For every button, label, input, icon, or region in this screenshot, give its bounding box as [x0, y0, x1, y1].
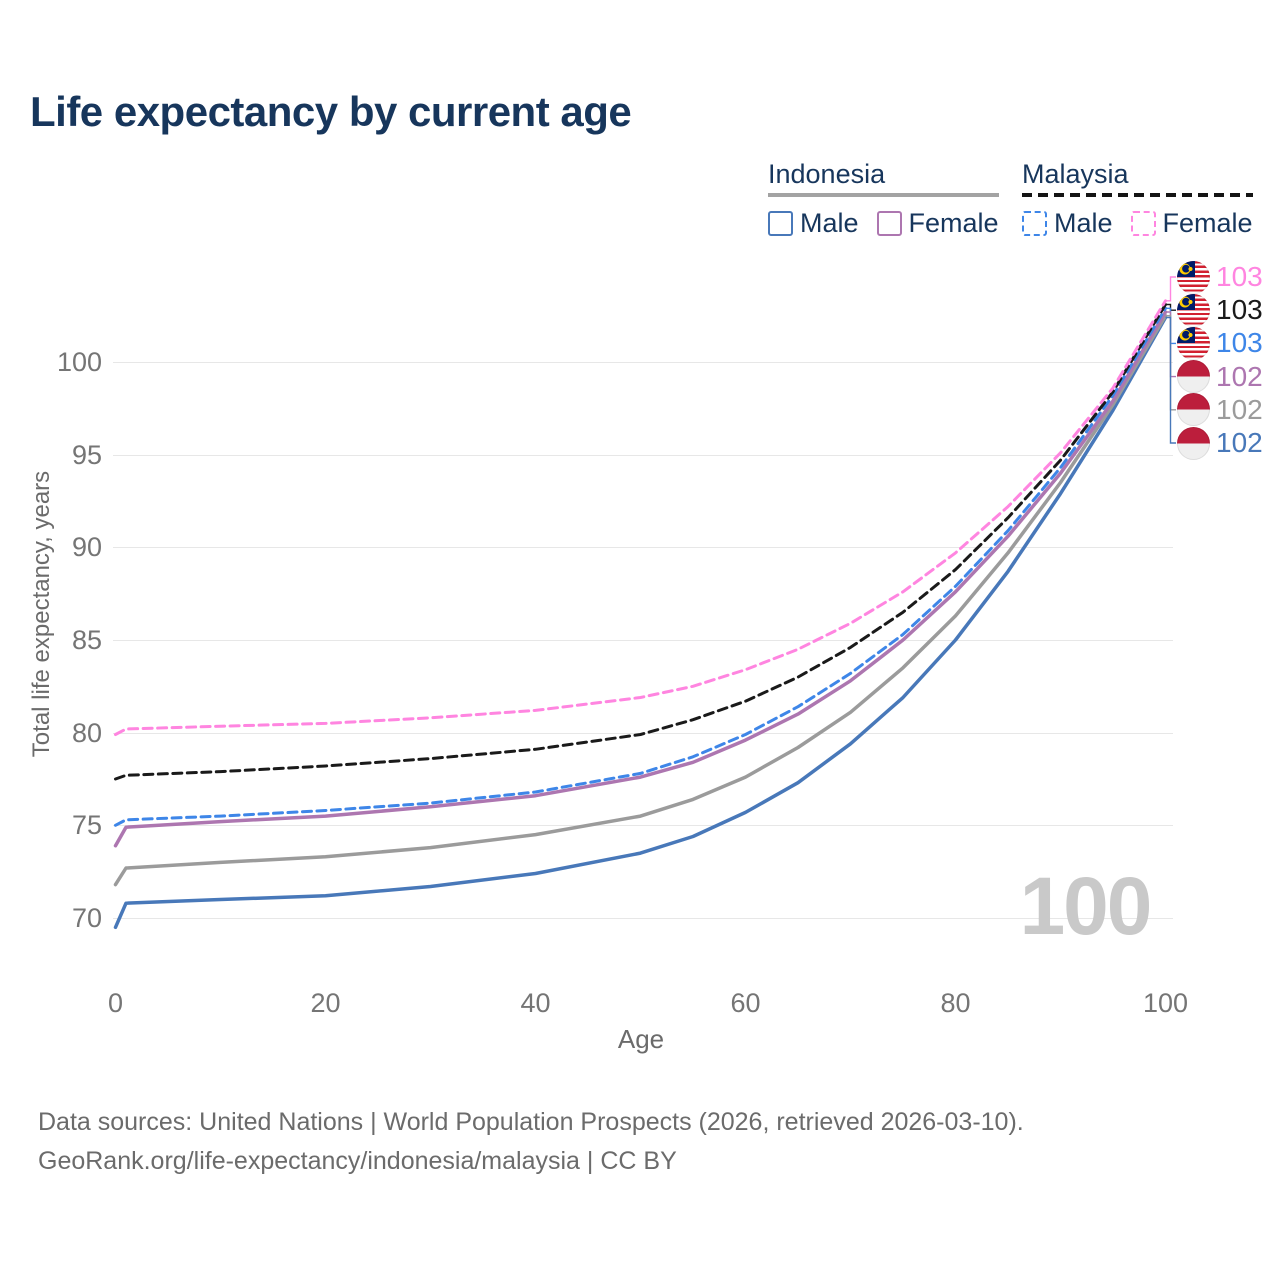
- series-line-indonesia-female[interactable]: [113, 310, 1168, 848]
- series-line-malaysia-female[interactable]: [114, 299, 1167, 736]
- series-line-malaysia-male[interactable]: [114, 306, 1167, 827]
- series-line-indonesia[interactable]: [113, 313, 1168, 887]
- end-label-connector: [1165, 303, 1176, 311]
- legend-item-label: Female: [1162, 207, 1253, 238]
- page-title: Life expectancy by current age: [30, 88, 632, 135]
- legend-item-malaysia-male[interactable]: Male: [1022, 208, 1113, 239]
- end-label-malaysia-male: 103: [1177, 326, 1263, 360]
- gridline-y-85: [113, 640, 1173, 641]
- x-tick-label-80: 80: [940, 988, 971, 1018]
- legend-item-label: Female: [908, 207, 999, 238]
- legend-checkbox-icon[interactable]: [876, 210, 902, 236]
- x-tick-label-20: 20: [310, 988, 341, 1018]
- legend-group-indonesia: Indonesia Male Female: [768, 159, 999, 239]
- y-tick-label-70: 70: [71, 903, 102, 933]
- indonesia-flag-icon: [1177, 393, 1210, 427]
- legend-item-indonesia-male[interactable]: Male: [768, 208, 859, 239]
- indonesia-flag-icon: [1177, 426, 1210, 460]
- end-label-malaysia: 103: [1177, 293, 1263, 327]
- malaysia-flag-icon: [1177, 293, 1210, 327]
- y-tick-label-75: 75: [71, 810, 102, 841]
- legend-items: Male Female: [768, 208, 999, 239]
- legend-checkbox-icon[interactable]: [1022, 210, 1047, 236]
- legend-underline-dashed-line-sample: [1022, 192, 1253, 197]
- legend-checkbox-icon[interactable]: [1130, 210, 1156, 236]
- gridline-y-70: [113, 918, 1173, 919]
- end-label-value: 102: [1216, 393, 1263, 425]
- y-tick-label-90: 90: [71, 532, 102, 563]
- footer-datasource: Data sources: United Nations | World Pop…: [38, 1108, 1024, 1136]
- gridline-y-75: [113, 825, 1173, 827]
- watermark-age-100: 100: [1019, 861, 1153, 952]
- legend-country-label: Malaysia: [1022, 159, 1129, 189]
- y-tick-label-80: 80: [71, 717, 102, 748]
- end-label-malaysia-female: 103: [1177, 260, 1263, 294]
- malaysia-flag-icon: [1177, 260, 1210, 294]
- x-tick-label-60: 60: [730, 988, 761, 1018]
- series-line-indonesia-male[interactable]: [113, 315, 1168, 930]
- y-tick-label-95: 95: [71, 439, 102, 470]
- footer-attribution: GeoRank.org/life-expectancy/indonesia/ma…: [38, 1147, 677, 1175]
- end-label-value: 102: [1216, 427, 1263, 458]
- legend-underline-solid-line-sample: [768, 192, 999, 197]
- legend-item-label: Male: [1054, 207, 1113, 238]
- end-label-indonesia: 102: [1177, 393, 1263, 427]
- end-label-value: 103: [1216, 261, 1263, 292]
- legend-item-label: Male: [800, 207, 859, 238]
- legend-checkbox-icon[interactable]: [768, 210, 793, 236]
- y-tick-label-85: 85: [71, 625, 102, 655]
- series-line-malaysia[interactable]: [114, 303, 1167, 781]
- legend-item-indonesia-female[interactable]: Female: [876, 207, 999, 239]
- end-label-indonesia-female: 102: [1177, 360, 1263, 394]
- x-tick-label-0: 0: [107, 988, 124, 1018]
- legend-group-malaysia: Malaysia Male Female: [1022, 159, 1253, 239]
- x-axis-title: Age: [617, 1024, 665, 1054]
- gridline-y-90: [113, 547, 1173, 549]
- gridline-y-100: [113, 362, 1173, 363]
- end-label-connector: [1165, 316, 1176, 444]
- x-tick-label-100: 100: [1142, 988, 1189, 1018]
- gridline-y-95: [113, 454, 1173, 456]
- legend-country-label: Indonesia: [768, 159, 886, 189]
- end-label-value: 103: [1216, 327, 1263, 359]
- x-tick-label-40: 40: [520, 988, 551, 1018]
- indonesia-flag-icon: [1177, 360, 1210, 394]
- y-tick-label-100: 100: [56, 347, 102, 377]
- end-label-connector: [1165, 276, 1176, 302]
- end-label-indonesia-male: 102: [1177, 426, 1263, 460]
- legend-item-malaysia-female[interactable]: Female: [1130, 207, 1253, 239]
- end-label-value: 103: [1216, 294, 1263, 326]
- malaysia-flag-icon: [1177, 326, 1210, 360]
- end-label-value: 102: [1216, 360, 1263, 392]
- legend-items: Male Female: [1022, 208, 1253, 239]
